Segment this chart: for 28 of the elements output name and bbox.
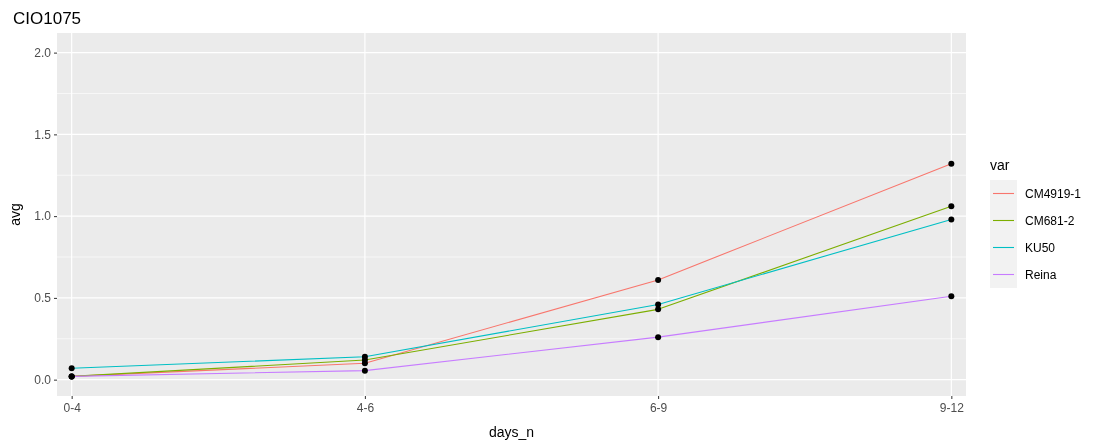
legend-label: CM681-2 (1025, 214, 1075, 228)
y-tick-label: 0.0 (34, 372, 52, 387)
legend-label: KU50 (1025, 241, 1056, 255)
point (948, 216, 955, 223)
legend-label: CM4919-1 (1025, 187, 1082, 201)
y-tick-label: 1.0 (34, 209, 52, 224)
y-tick-label: 1.5 (34, 127, 52, 142)
chart-title: CIO1075 (13, 9, 82, 28)
y-axis-title: avg (7, 203, 23, 226)
x-tick-label: 6-9 (649, 400, 668, 415)
point (948, 203, 955, 210)
point (361, 353, 368, 360)
x-tick-label: 9-12 (939, 400, 965, 415)
point (948, 160, 955, 167)
y-tick-label: 2.0 (34, 45, 52, 60)
legend-label: Reina (1025, 268, 1057, 282)
point (655, 306, 662, 313)
legend-title: var (990, 157, 1010, 173)
y-tick-label: 0.5 (34, 291, 52, 306)
point (68, 365, 75, 372)
x-tick-label: 4-6 (356, 400, 375, 415)
point (655, 334, 662, 341)
x-tick-label: 0-4 (63, 400, 82, 415)
x-axis-title: days_n (488, 424, 535, 440)
point (361, 367, 368, 374)
point (655, 276, 662, 283)
point (948, 293, 955, 300)
point (655, 301, 662, 308)
